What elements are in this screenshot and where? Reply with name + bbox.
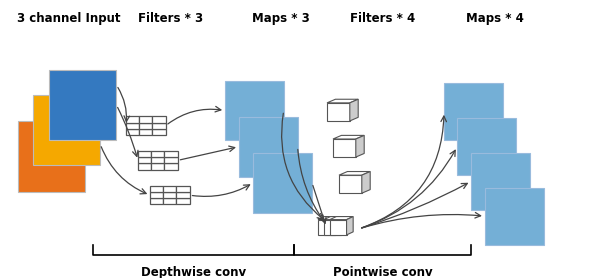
Bar xyxy=(457,118,516,175)
Bar xyxy=(333,139,356,157)
Bar xyxy=(138,157,151,163)
Bar xyxy=(126,129,139,135)
Polygon shape xyxy=(339,172,370,175)
Polygon shape xyxy=(318,217,341,220)
Bar xyxy=(239,117,298,177)
Bar xyxy=(150,192,163,198)
Bar xyxy=(126,116,139,123)
Polygon shape xyxy=(335,217,341,235)
Bar xyxy=(176,186,190,192)
Bar xyxy=(163,198,176,204)
Bar xyxy=(163,192,176,198)
Bar xyxy=(327,103,350,121)
Polygon shape xyxy=(324,217,347,220)
Bar xyxy=(318,220,335,235)
Bar xyxy=(164,151,178,157)
Bar xyxy=(152,123,166,129)
Bar xyxy=(139,116,152,123)
Bar xyxy=(152,116,166,123)
Polygon shape xyxy=(350,99,358,121)
Bar xyxy=(330,220,347,235)
Bar xyxy=(138,163,151,170)
Bar xyxy=(18,121,85,192)
Bar xyxy=(126,123,139,129)
Bar xyxy=(164,163,178,170)
Polygon shape xyxy=(341,217,347,235)
Bar xyxy=(139,123,152,129)
Bar xyxy=(253,153,312,213)
Polygon shape xyxy=(347,217,353,235)
Bar xyxy=(151,163,164,170)
Bar xyxy=(324,220,341,235)
Bar xyxy=(471,153,530,210)
Text: Depthwise conv: Depthwise conv xyxy=(141,266,246,278)
Bar xyxy=(225,81,284,140)
Polygon shape xyxy=(330,217,353,220)
Bar xyxy=(152,129,166,135)
Bar xyxy=(176,198,190,204)
Bar xyxy=(151,151,164,157)
Bar xyxy=(164,157,178,163)
Bar xyxy=(151,157,164,163)
Text: Maps * 4: Maps * 4 xyxy=(466,12,524,25)
Text: Pointwise conv: Pointwise conv xyxy=(332,266,433,278)
Text: Filters * 3: Filters * 3 xyxy=(139,12,203,25)
Polygon shape xyxy=(356,135,364,157)
Bar xyxy=(485,188,544,245)
Polygon shape xyxy=(333,135,364,139)
Bar xyxy=(444,83,503,140)
Polygon shape xyxy=(327,99,358,103)
Bar xyxy=(138,151,151,157)
Bar xyxy=(339,175,362,193)
Text: 3 channel Input: 3 channel Input xyxy=(17,12,121,25)
Bar xyxy=(49,70,116,140)
Text: Maps * 3: Maps * 3 xyxy=(252,12,310,25)
Bar xyxy=(150,186,163,192)
Bar xyxy=(150,198,163,204)
Polygon shape xyxy=(362,172,370,193)
Bar xyxy=(139,129,152,135)
Text: Filters * 4: Filters * 4 xyxy=(350,12,415,25)
Bar xyxy=(33,95,100,165)
Bar xyxy=(163,186,176,192)
Bar xyxy=(176,192,190,198)
